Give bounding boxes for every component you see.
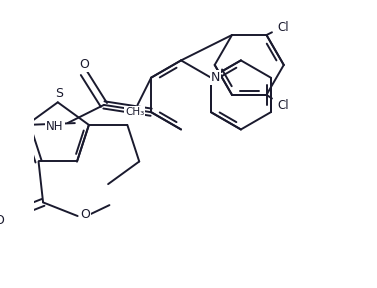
Text: CH₃: CH₃ [125,107,144,117]
Text: O: O [80,208,90,221]
Text: N: N [211,71,220,84]
Text: Cl: Cl [277,21,289,34]
Text: Cl: Cl [277,99,289,112]
Text: O: O [0,214,5,227]
Text: S: S [55,87,64,100]
Text: NH: NH [46,120,64,133]
Text: O: O [79,58,89,71]
